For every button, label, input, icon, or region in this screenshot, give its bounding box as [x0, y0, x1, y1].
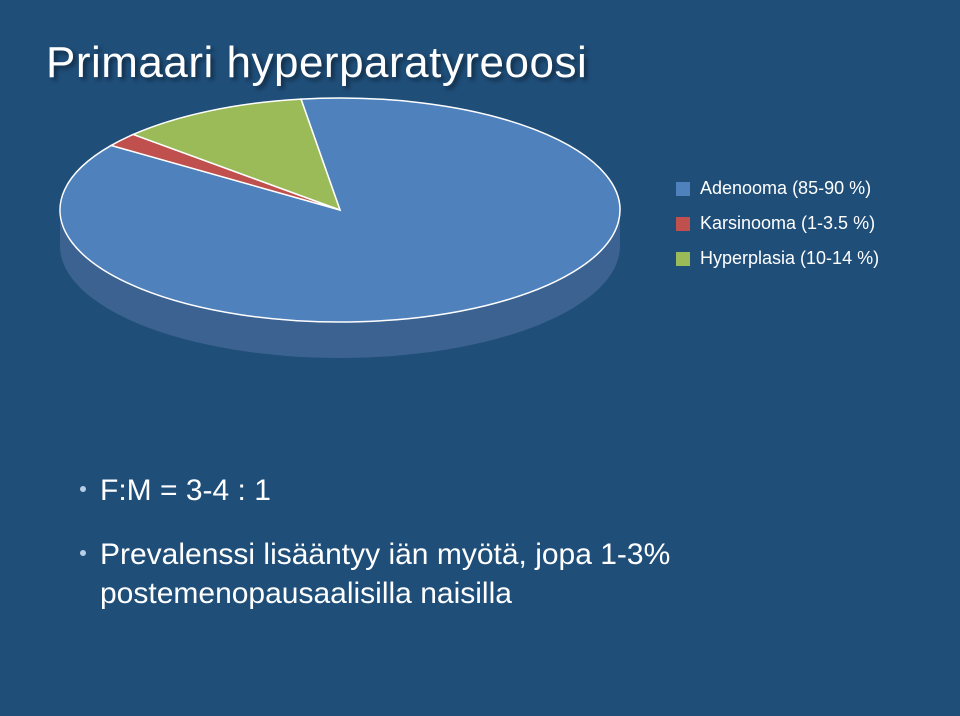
- legend-label: Hyperplasia (10-14 %): [700, 248, 879, 269]
- bullet-list: F:M = 3-4 : 1 Prevalenssi lisääntyy iän m…: [80, 472, 820, 639]
- bullet-text: Prevalenssi lisääntyy iän myötä, jopa 1-…: [100, 536, 820, 613]
- bullet-dot-icon: [80, 550, 86, 556]
- legend-swatch: [676, 182, 690, 196]
- legend-item: Adenooma (85-90 %): [676, 178, 879, 199]
- legend-label: Adenooma (85-90 %): [700, 178, 871, 199]
- slide: Primaari hyperparatyreoosi Adenooma (85-…: [0, 0, 960, 716]
- bullet-item: F:M = 3-4 : 1: [80, 472, 820, 510]
- legend: Adenooma (85-90 %) Karsinooma (1-3.5 %) Hy…: [676, 178, 879, 269]
- legend-item: Hyperplasia (10-14 %): [676, 248, 879, 269]
- slide-title: Primaari hyperparatyreoosi: [46, 38, 587, 88]
- legend-swatch: [676, 217, 690, 231]
- legend-swatch: [676, 252, 690, 266]
- legend-item: Karsinooma (1-3.5 %): [676, 213, 879, 234]
- bullet-item: Prevalenssi lisääntyy iän myötä, jopa 1-…: [80, 536, 820, 613]
- legend-label: Karsinooma (1-3.5 %): [700, 213, 875, 234]
- bullet-dot-icon: [80, 486, 86, 492]
- pie-chart: [56, 94, 624, 362]
- bullet-text: F:M = 3-4 : 1: [100, 472, 271, 510]
